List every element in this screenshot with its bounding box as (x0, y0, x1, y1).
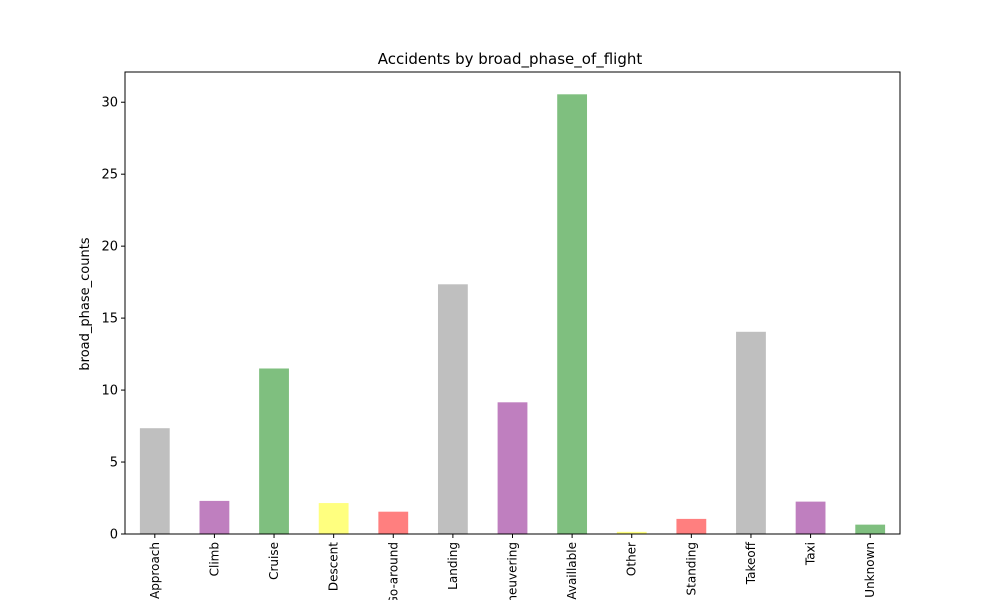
bar-5 (437, 284, 468, 534)
x-tick-label-0: Approach (148, 542, 162, 599)
x-tick-label-2: Cruise (267, 542, 281, 580)
x-tick-label-9: Standing (684, 542, 698, 595)
bar-1 (199, 500, 230, 534)
y-tick-label-3: 15 (101, 312, 118, 327)
bar-8 (616, 531, 647, 534)
chart-title: Accidents by broad_phase_of_flight (378, 50, 643, 69)
bar-0 (139, 428, 170, 534)
x-tick-label-3: Descent (327, 542, 341, 591)
x-tick-label-4: Go-around (386, 542, 400, 600)
y-axis: 0 5 10 15 20 25 30 (101, 96, 125, 543)
y-tick-label-4: 20 (101, 240, 118, 255)
bar-3 (318, 503, 349, 534)
x-tick-label-6: Maneuvering (506, 542, 520, 600)
bar-11 (795, 501, 826, 534)
bar-6 (497, 402, 528, 534)
plot-frame (124, 71, 901, 535)
x-tick-label-11: Taxi (804, 542, 818, 566)
x-tick-label-5: Landing (446, 542, 460, 590)
x-tick-label-7: Not Availlable (565, 542, 579, 600)
bar-2 (259, 368, 289, 534)
x-axis: Approach Climb Cruise Descent Go-around Landi… (148, 534, 877, 604)
bar-7 (557, 94, 588, 534)
x-tick-label-10: Takeoff (744, 541, 758, 585)
y-tick-label-5: 25 (101, 168, 118, 183)
bar-10 (736, 331, 766, 534)
bars-group (139, 94, 886, 534)
bar-9 (676, 518, 707, 534)
y-tick-label-1: 5 (110, 456, 118, 471)
x-tick-label-12: Unknown (863, 542, 877, 598)
x-tick-label-1: Climb (207, 542, 221, 576)
y-tick-label-0: 0 (110, 528, 118, 543)
y-tick-label-2: 10 (101, 384, 118, 399)
bar-12 (855, 524, 886, 534)
y-axis-label: broad_phase_counts (78, 237, 93, 370)
x-tick-label-8: Other (625, 542, 639, 576)
y-tick-label-6: 30 (101, 96, 118, 111)
bar-4 (378, 511, 409, 534)
